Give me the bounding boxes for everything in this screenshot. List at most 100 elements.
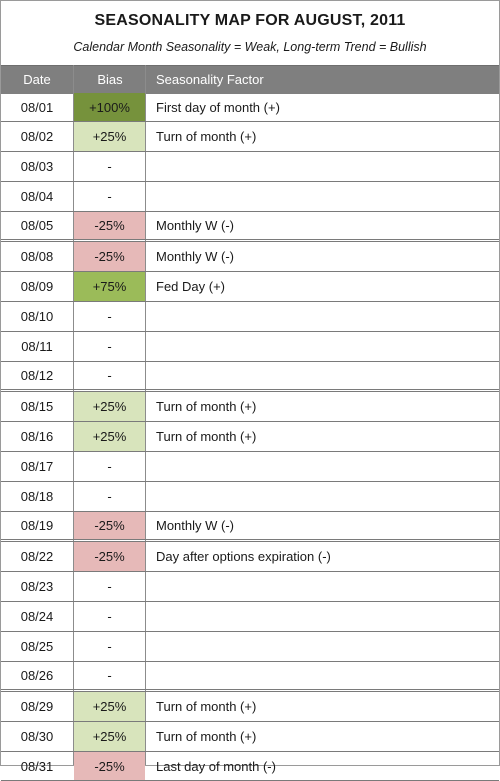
seasonality-factor-cell: Turn of month (+) <box>156 729 257 744</box>
table-row: 08/08 -25% Monthly W (-) <box>1 242 499 272</box>
seasonality-factor-cell: Turn of month (+) <box>156 429 257 444</box>
date-cell: 08/19 <box>20 518 54 533</box>
bias-cell: - <box>107 668 112 683</box>
date-cell: 08/01 <box>20 99 54 115</box>
date-cell: 08/12 <box>20 368 54 383</box>
seasonality-factor-cell: Turn of month (+) <box>156 129 257 144</box>
bias-cell: -25% <box>74 212 145 239</box>
table-row: 08/12 - <box>1 362 499 392</box>
date-cell: 08/17 <box>20 459 54 474</box>
seasonality-factor-cell <box>156 662 486 689</box>
bias-cell: - <box>107 579 112 594</box>
date-cell: 08/26 <box>20 668 54 683</box>
table-row: 08/04 - <box>1 182 499 212</box>
table-row: 08/15 +25% Turn of month (+) <box>1 392 499 422</box>
seasonality-factor-cell: Turn of month (+) <box>156 699 257 714</box>
table-row: 08/26 - <box>1 662 499 692</box>
column-divider <box>73 65 74 765</box>
bias-cell: -25% <box>74 542 145 571</box>
date-cell: 08/18 <box>20 489 54 504</box>
table-row: 08/01 +100% First day of month (+) <box>1 93 499 122</box>
seasonality-factor-cell: Monthly W (-) <box>156 218 234 233</box>
date-cell: 08/04 <box>20 189 54 204</box>
bias-cell: +25% <box>74 692 145 721</box>
bias-cell: -25% <box>74 242 145 271</box>
date-cell: 08/03 <box>20 159 54 174</box>
bias-cell: +25% <box>74 422 145 451</box>
bias-cell: - <box>107 459 112 474</box>
bias-cell: - <box>107 189 112 204</box>
seasonality-factor-cell <box>156 152 486 181</box>
seasonality-factor-cell <box>156 332 486 361</box>
bias-cell: +25% <box>74 722 145 751</box>
date-cell: 08/02 <box>20 129 54 144</box>
column-header-bias: Bias <box>97 72 123 87</box>
bias-cell: - <box>107 159 112 174</box>
date-cell: 08/08 <box>20 249 54 264</box>
seasonality-factor-cell: Monthly W (-) <box>156 249 234 264</box>
seasonality-factor-cell <box>156 302 486 331</box>
seasonality-factor-cell <box>156 482 486 511</box>
bias-cell: +25% <box>74 392 145 421</box>
date-cell: 08/11 <box>21 339 53 354</box>
bias-cell: +100% <box>74 93 145 121</box>
table-row: 08/31 -25% Last day of month (-) <box>1 752 499 781</box>
date-cell: 08/09 <box>20 279 54 294</box>
table-row: 08/16 +25% Turn of month (+) <box>1 422 499 452</box>
date-cell: 08/10 <box>20 309 54 324</box>
table-row: 08/18 - <box>1 482 499 512</box>
bias-cell: - <box>107 609 112 624</box>
table-row: 08/10 - <box>1 302 499 332</box>
table-row: 08/02 +25% Turn of month (+) <box>1 122 499 152</box>
page-title: SEASONALITY MAP FOR AUGUST, 2011 <box>94 12 406 29</box>
date-cell: 08/25 <box>20 639 54 654</box>
table-row: 08/05 -25% Monthly W (-) <box>1 212 499 242</box>
table-row: 08/19 -25% Monthly W (-) <box>1 512 499 542</box>
table-row: 08/23 - <box>1 572 499 602</box>
column-divider <box>145 65 146 765</box>
seasonality-factor-cell <box>156 572 486 601</box>
date-cell: 08/22 <box>20 549 54 564</box>
date-cell: 08/16 <box>20 429 54 444</box>
date-cell: 08/15 <box>20 399 54 414</box>
seasonality-factor-cell <box>156 182 486 211</box>
table-row: 08/09 +75% Fed Day (+) <box>1 272 499 302</box>
date-cell: 08/30 <box>20 729 54 744</box>
seasonality-factor-cell <box>156 632 486 661</box>
date-cell: 08/05 <box>20 218 54 233</box>
seasonality-factor-cell: Turn of month (+) <box>156 399 257 414</box>
seasonality-factor-cell <box>156 362 486 389</box>
bias-cell: - <box>107 639 112 654</box>
table-row: 08/24 - <box>1 602 499 632</box>
bias-cell: - <box>107 489 112 504</box>
bias-cell: - <box>107 339 112 354</box>
bias-cell: - <box>107 309 112 324</box>
bias-cell: +25% <box>74 122 145 151</box>
page-subtitle: Calendar Month Seasonality = Weak, Long-… <box>73 40 427 54</box>
table-row: 08/25 - <box>1 632 499 662</box>
table-row: 08/30 +25% Turn of month (+) <box>1 722 499 752</box>
bias-cell: +75% <box>74 272 145 301</box>
date-cell: 08/31 <box>20 758 54 774</box>
seasonality-factor-cell <box>156 602 486 631</box>
date-cell: 08/23 <box>20 579 54 594</box>
table-row: 08/03 - <box>1 152 499 182</box>
seasonality-factor-cell: Fed Day (+) <box>156 279 225 294</box>
seasonality-factor-cell: Last day of month (-) <box>156 758 276 774</box>
date-cell: 08/29 <box>20 699 54 714</box>
bias-cell: -25% <box>74 512 145 539</box>
seasonality-factor-cell: Day after options expiration (-) <box>156 549 331 564</box>
seasonality-table-body: 08/01 +100% First day of month (+) 08/02 +25… <box>1 93 499 781</box>
seasonality-factor-cell <box>156 452 486 481</box>
table-row: 08/29 +25% Turn of month (+) <box>1 692 499 722</box>
table-row: 08/11 - <box>1 332 499 362</box>
table-row: 08/17 - <box>1 452 499 482</box>
column-header-date: Date <box>23 72 51 87</box>
bias-cell: -25% <box>74 752 145 780</box>
seasonality-factor-cell: Monthly W (-) <box>156 518 234 533</box>
seasonality-factor-cell: First day of month (+) <box>156 99 280 115</box>
column-header-seasonality-factor: Seasonality Factor <box>156 72 264 87</box>
date-cell: 08/24 <box>20 609 54 624</box>
bias-cell: - <box>107 368 112 383</box>
